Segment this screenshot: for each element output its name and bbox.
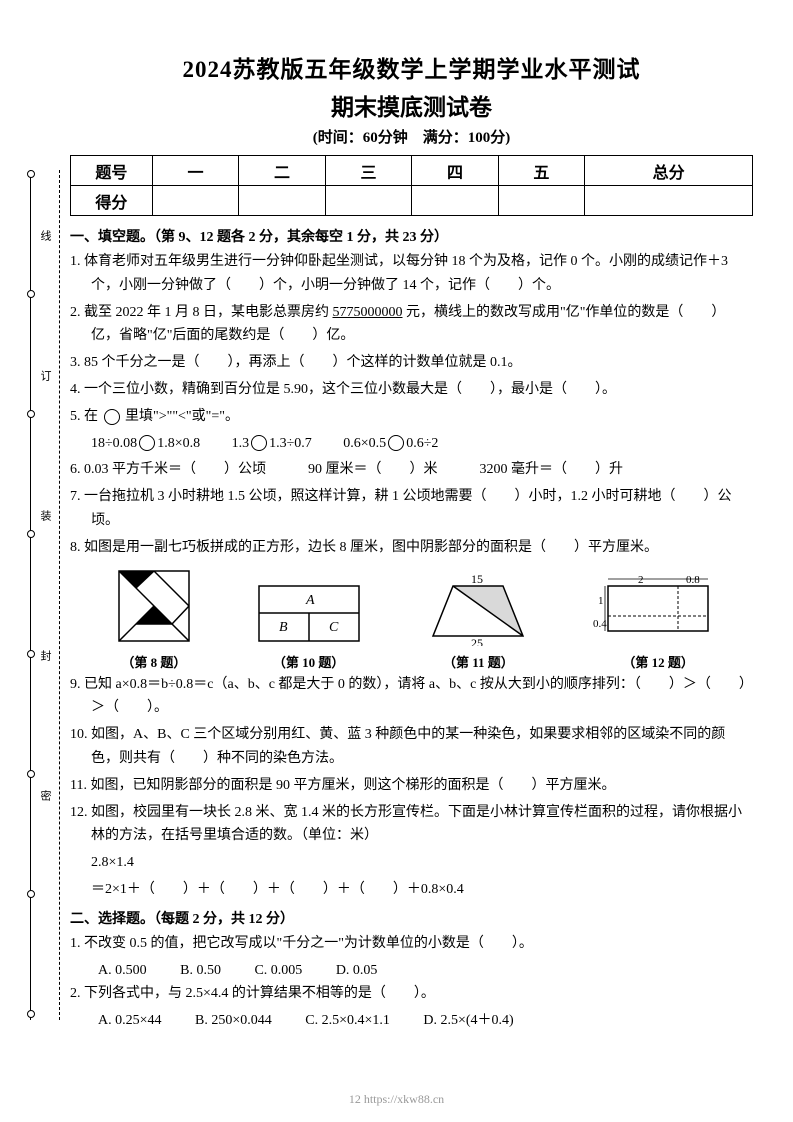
question-1-12-calc2: ＝2×1＋（ ）＋（ ）＋（ ）＋（ ）＋0.8×0.4 (70, 878, 753, 902)
table-header: 一 (152, 156, 238, 186)
binding-char: 密 (37, 790, 53, 801)
question-2-2-options: A. 0.25×44 B. 250×0.044 C. 2.5×0.4×1.1 D… (70, 1009, 753, 1033)
question-1-5-items: 18÷0.081.8×0.8 1.31.3÷0.7 0.6×0.50.6÷2 (70, 432, 753, 456)
svg-text:B: B (279, 620, 288, 635)
figure-8-tangram (114, 566, 194, 646)
page-title-2: 期末摸底测试卷 (70, 88, 753, 122)
table-header: 总分 (585, 156, 753, 186)
circle-icon (104, 409, 120, 425)
section-2-header: 二、选择题。（每题 2 分，共 12 分） (70, 908, 753, 928)
binding-edge: 线 订 装 封 密 (30, 170, 60, 1020)
page-title-1: 2024苏教版五年级数学上学期学业水平测试 (70, 50, 753, 84)
page-footer: 12 https://xkw88.cn (0, 1092, 793, 1107)
table-header: 三 (325, 156, 411, 186)
score-cell[interactable] (239, 186, 325, 216)
figure-caption: （第 12 题） (593, 652, 723, 671)
table-row-label: 得分 (71, 186, 153, 216)
svg-text:1: 1 (598, 595, 604, 607)
question-1-5: 5. 在 里填">""<"或"="。 (70, 405, 753, 429)
compare-circle[interactable] (139, 435, 155, 451)
question-1-11: 11. 如图，已知阴影部分的面积是 90 平方厘米，则这个梯形的面积是（ ）平方… (70, 774, 753, 798)
question-1-1: 1. 体育老师对五年级男生进行一分钟仰卧起坐测试，以每分钟 18 个为及格，记作… (70, 250, 753, 298)
question-1-2: 2. 截至 2022 年 1 月 8 日，某电影总票房约 5775000000 … (70, 301, 753, 349)
option-b[interactable]: B. 0.50 (180, 959, 221, 983)
option-d[interactable]: D. 2.5×(4＋0.4) (423, 1009, 513, 1033)
table-header: 五 (498, 156, 584, 186)
score-cell[interactable] (412, 186, 498, 216)
option-a[interactable]: A. 0.500 (98, 959, 147, 983)
question-1-12-calc1: 2.8×1.4 (70, 851, 753, 875)
question-1-12: 12. 如图，校园里有一块长 2.8 米、宽 1.4 米的长方形宣传栏。下面是小… (70, 801, 753, 849)
compare-circle[interactable] (251, 435, 267, 451)
question-1-3: 3. 85 个千分之一是（ ），再添上（ ）个这样的计数单位就是 0.1。 (70, 351, 753, 375)
score-cell[interactable] (585, 186, 753, 216)
score-table: 题号 一 二 三 四 五 总分 得分 (70, 155, 753, 216)
binding-char: 装 (37, 510, 53, 521)
option-b[interactable]: B. 250×0.044 (195, 1009, 272, 1033)
table-header: 题号 (71, 156, 153, 186)
svg-text:25: 25 (471, 636, 483, 646)
option-a[interactable]: A. 0.25×44 (98, 1009, 162, 1033)
svg-text:A: A (305, 593, 315, 608)
svg-text:15: 15 (471, 572, 483, 586)
figure-caption: （第 8 题） (114, 652, 194, 671)
question-1-9: 9. 已知 a×0.8＝b÷0.8＝c（a、b、c 都是大于 0 的数），请将 … (70, 673, 753, 721)
question-1-7: 7. 一台拖拉机 3 小时耕地 1.5 公顷，照这样计算，耕 1 公顷地需要（ … (70, 485, 753, 533)
binding-char: 线 (37, 230, 53, 241)
option-d[interactable]: D. 0.05 (336, 959, 378, 983)
figure-10-regions: A B C (254, 581, 364, 646)
svg-text:2: 2 (638, 574, 644, 586)
table-header: 四 (412, 156, 498, 186)
page-subtitle: (时间：60分钟 满分：100分) (70, 126, 753, 147)
question-1-10: 10. 如图，A、B、C 三个区域分别用红、黄、蓝 3 种颜色中的某一种染色，如… (70, 723, 753, 771)
svg-text:0.8: 0.8 (686, 574, 700, 586)
binding-char: 封 (37, 650, 53, 661)
score-cell[interactable] (498, 186, 584, 216)
underlined-number: 5775000000 (333, 305, 403, 320)
score-cell[interactable] (152, 186, 238, 216)
figure-12-rectangle: 2 0.8 1 0.4 (593, 571, 723, 646)
section-1-header: 一、填空题。（第 9、12 题各 2 分，其余每空 1 分，共 23 分） (70, 226, 753, 246)
table-header: 二 (239, 156, 325, 186)
question-1-6: 6. 0.03 平方千米＝（ ）公顷 90 厘米＝（ ）米 3200 毫升＝（ … (70, 458, 753, 482)
question-2-2: 2. 下列各式中，与 2.5×4.4 的计算结果不相等的是（ ）。 (70, 982, 753, 1006)
question-2-1-options: A. 0.500 B. 0.50 C. 0.005 D. 0.05 (70, 959, 753, 983)
figure-caption: （第 10 题） (254, 652, 364, 671)
compare-circle[interactable] (388, 435, 404, 451)
question-1-4: 4. 一个三位小数，精确到百分位是 5.90，这个三位小数最大是（ ），最小是（… (70, 378, 753, 402)
question-2-1: 1. 不改变 0.5 的值，把它改写成以"千分之一"为计数单位的小数是（ ）。 (70, 932, 753, 956)
figures-row: （第 8 题） A B C （第 10 题） 15 25 （第 11 题） 2 … (84, 566, 753, 671)
svg-text:C: C (329, 620, 339, 635)
option-c[interactable]: C. 0.005 (254, 959, 302, 983)
figure-caption: （第 11 题） (423, 652, 533, 671)
binding-char: 订 (37, 370, 53, 381)
figure-11-trapezoid: 15 25 (423, 571, 533, 646)
question-1-8: 8. 如图是用一副七巧板拼成的正方形，边长 8 厘米，图中阴影部分的面积是（ ）… (70, 536, 753, 560)
option-c[interactable]: C. 2.5×0.4×1.1 (305, 1009, 390, 1033)
score-cell[interactable] (325, 186, 411, 216)
